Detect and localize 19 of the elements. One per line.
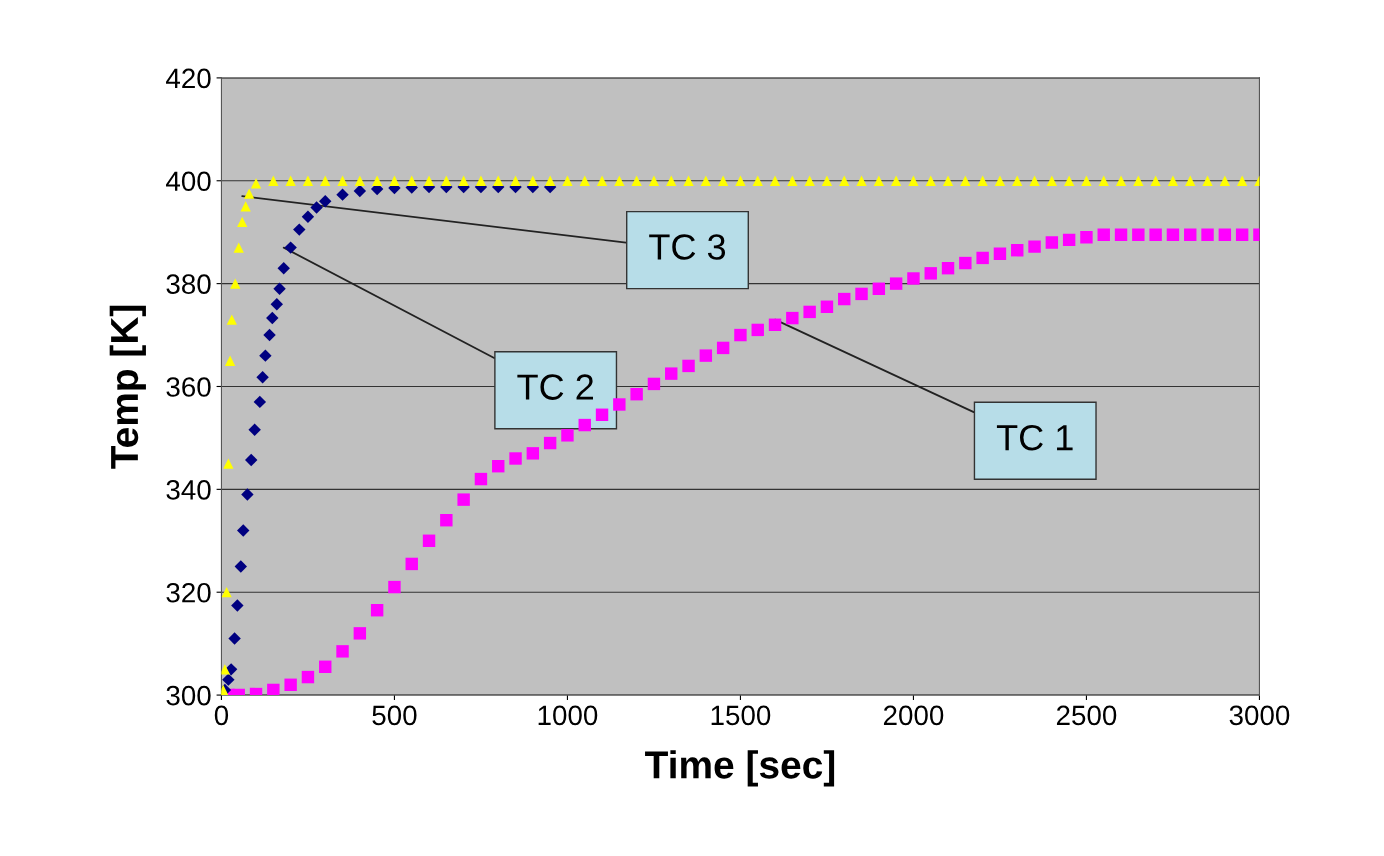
- y-tick-label: 340: [166, 480, 211, 500]
- y-axis-title: Temp [K]: [109, 305, 146, 469]
- x-tick-label: 0: [214, 705, 229, 726]
- y-tick-label: 300: [166, 685, 211, 706]
- x-tick-label: 2000: [883, 705, 944, 726]
- y-tick-label: 400: [166, 171, 211, 192]
- y-tick-label: 360: [166, 377, 211, 397]
- x-tick-label: 2500: [1056, 705, 1117, 726]
- x-axis-title: Time [sec]: [645, 750, 835, 787]
- y-tick-label: 380: [166, 274, 211, 294]
- y-tick-label: 320: [166, 582, 211, 603]
- annotation: TC 3: [649, 234, 726, 260]
- x-tick-label: 3000: [1229, 705, 1290, 726]
- annotation: TC 2: [517, 374, 593, 400]
- x-tick-label: 1000: [538, 705, 598, 726]
- x-tick-label: 500: [372, 705, 417, 726]
- x-tick-label: 1500: [711, 705, 771, 726]
- y-tick-label: 420: [166, 68, 211, 89]
- annotation: TC 1: [996, 424, 1073, 451]
